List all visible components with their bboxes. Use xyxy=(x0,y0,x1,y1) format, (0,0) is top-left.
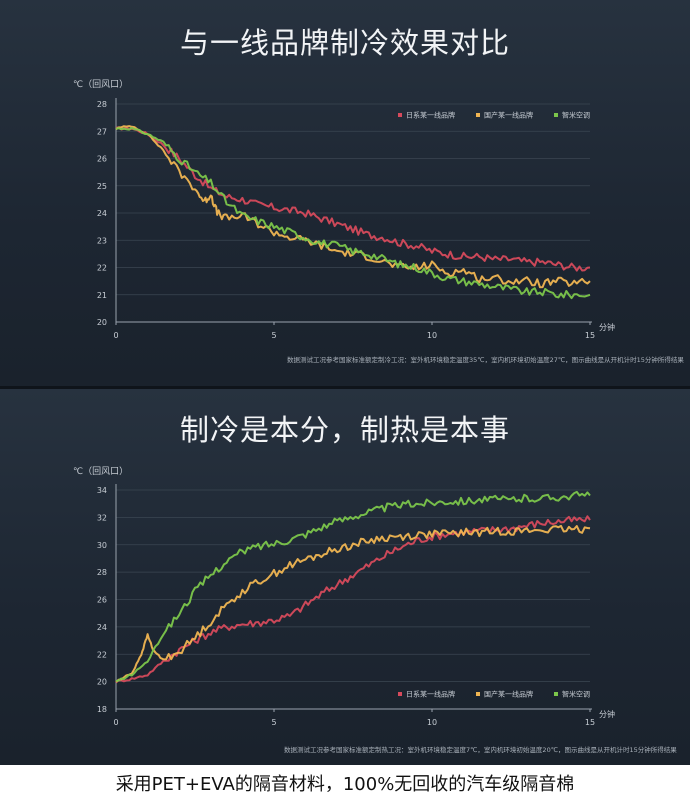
cooling-comparison-panel: 与一线品牌制冷效果对比 ℃（回风口） 20 21 22 23 24 25 26 27 28 0 5 1… xyxy=(0,0,690,386)
legend-label: 日系某一线品牌 xyxy=(406,111,455,120)
x-tick-label: 0 xyxy=(113,718,118,727)
caption-bar xyxy=(0,765,690,798)
y-tick-label: 27 xyxy=(97,127,107,136)
heating-chart: 18 20 22 24 26 28 30 32 34 0 5 10 15 分钟 日系某一线品牌 国产某一线品牌… xyxy=(97,484,615,727)
test-condition-note: 数据测试工况参考国家标准额定制冷工况：室外机环境稳定温度35℃，室内机环境初始温… xyxy=(287,356,684,364)
y-tick-label: 20 xyxy=(97,318,107,327)
y-tick-label: 32 xyxy=(97,513,107,522)
y-tick-label: 24 xyxy=(97,209,107,218)
y-axis-label: ℃（回风口） xyxy=(73,80,129,90)
y-tick-label: 22 xyxy=(97,264,107,273)
legend-label: 日系某一线品牌 xyxy=(406,690,455,699)
y-tick-label: 20 xyxy=(97,678,107,687)
caption-text: 采用PET+EVA的隔音材料，100%无回收的汽车级隔音棉 xyxy=(115,774,575,795)
chart-title: 制冷是本分，制热是本事 xyxy=(179,413,510,447)
legend-swatch xyxy=(554,113,558,117)
series-line xyxy=(115,490,591,683)
x-tick-label: 5 xyxy=(271,331,276,340)
y-tick-label: 34 xyxy=(97,486,107,495)
y-tick-label: 22 xyxy=(97,650,107,659)
legend-swatch xyxy=(476,692,480,696)
legend-swatch xyxy=(554,692,558,696)
cooling-chart: 20 21 22 23 24 25 26 27 28 0 5 10 15 分钟 日系某一线品牌 国产某一线品牌… xyxy=(97,98,615,340)
y-tick-label: 23 xyxy=(97,236,107,245)
y-tick-label: 21 xyxy=(97,291,107,300)
x-tick-label: 10 xyxy=(427,331,437,340)
y-tick-label: 18 xyxy=(97,705,107,714)
series-line xyxy=(115,524,591,683)
legend-swatch xyxy=(476,113,480,117)
y-tick-label: 28 xyxy=(97,568,107,577)
series-line xyxy=(115,126,591,300)
x-tick-label: 15 xyxy=(585,331,595,340)
y-tick-label: 26 xyxy=(97,596,107,605)
x-tick-label: 10 xyxy=(427,718,437,727)
heating-comparison-panel: 制冷是本分，制热是本事 ℃（回风口） 18 20 22 24 26 28 30 32 34 0 5 1… xyxy=(0,389,690,765)
test-condition-note: 数据测试工况参考国家标准额定制热工况：室外机环境稳定温度7℃，室内机环境初始温度… xyxy=(284,746,677,754)
legend-swatch xyxy=(398,113,402,117)
legend-swatch xyxy=(398,692,402,696)
y-tick-label: 24 xyxy=(97,623,107,632)
y-axis-label: ℃（回风口） xyxy=(73,467,129,477)
y-tick-label: 26 xyxy=(97,155,107,164)
x-tick-label: 15 xyxy=(585,718,595,727)
y-tick-label: 30 xyxy=(97,541,107,550)
x-tick-label: 5 xyxy=(271,718,276,727)
x-axis-label: 分钟 xyxy=(599,322,615,332)
legend-label: 智米空调 xyxy=(562,690,590,699)
x-axis-label: 分钟 xyxy=(599,709,615,719)
y-tick-label: 25 xyxy=(97,182,107,191)
series-line xyxy=(115,126,591,272)
series-line xyxy=(115,125,591,289)
chart-title: 与一线品牌制冷效果对比 xyxy=(179,26,510,60)
legend-label: 智米空调 xyxy=(562,111,590,120)
panel-divider xyxy=(0,386,690,389)
legend-label: 国产某一线品牌 xyxy=(484,690,533,699)
y-tick-label: 28 xyxy=(97,100,107,109)
legend-label: 国产某一线品牌 xyxy=(484,111,533,120)
x-tick-label: 0 xyxy=(113,331,118,340)
series-line xyxy=(115,515,591,684)
